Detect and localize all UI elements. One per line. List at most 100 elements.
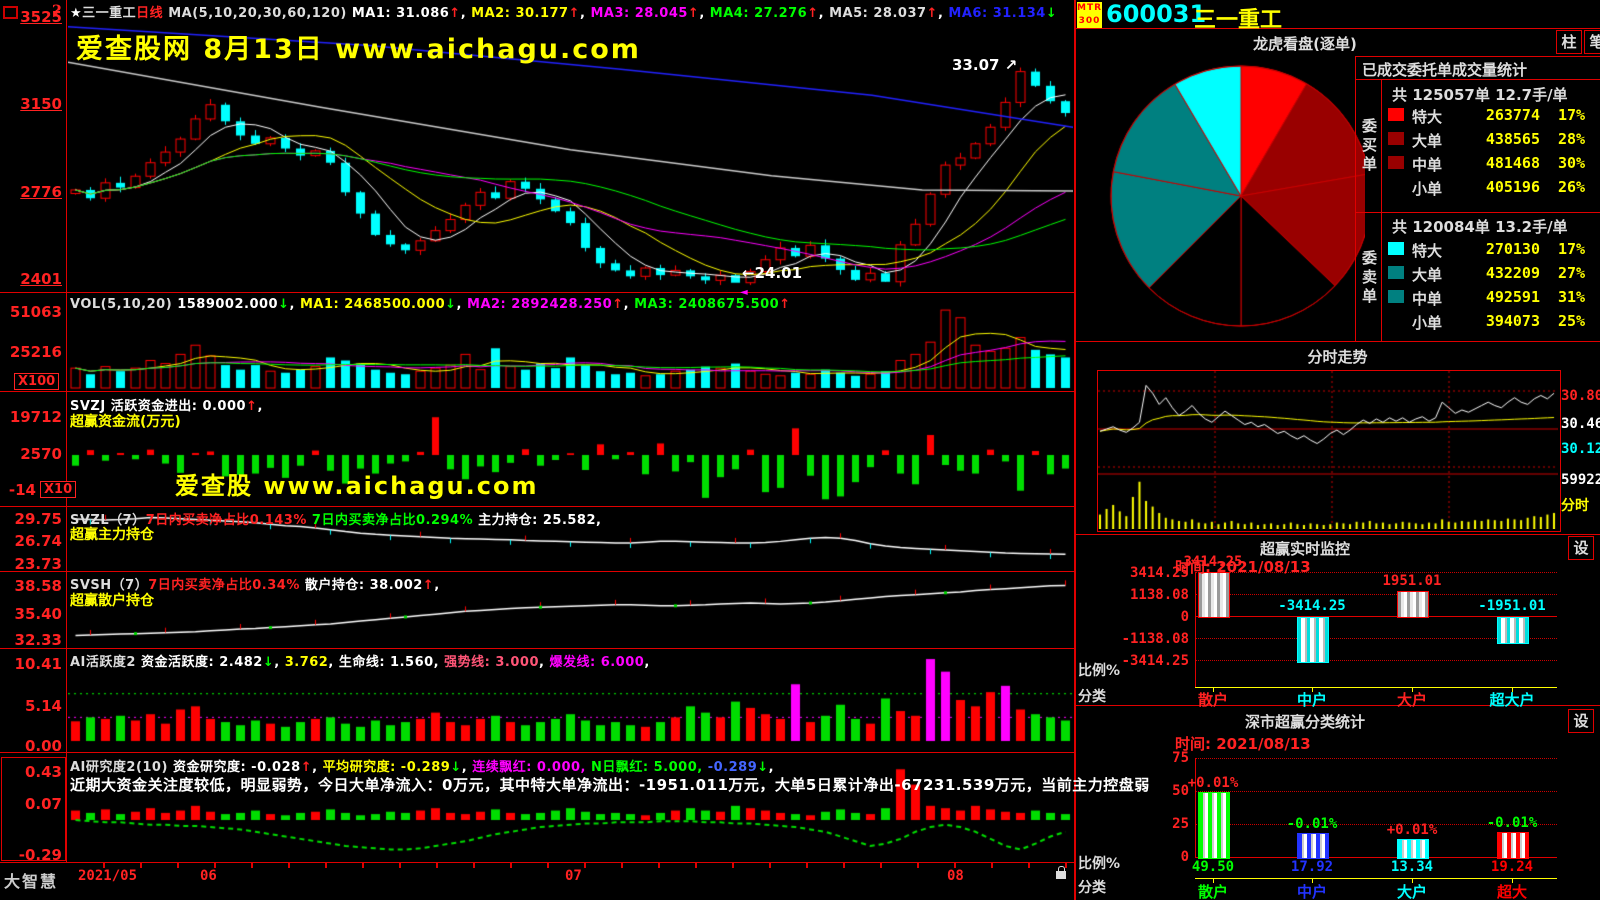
header-segment: MA3: 2408675.500	[634, 297, 780, 312]
vol-ytick: 25216	[9, 343, 62, 361]
window-icon[interactable]	[3, 6, 18, 19]
svsh-ytick: 35.40	[14, 605, 62, 623]
monitor-title: 超赢实时监控	[1259, 540, 1350, 558]
realtime-monitor-section: 超赢实时监控 设 时间: 2021/08/13 3414.25 1138.08 …	[1075, 534, 1600, 709]
header-segment: 资金研究度: -0.028	[172, 760, 301, 775]
header-segment: ↑	[612, 297, 624, 312]
header-segment: SVZL（7）	[70, 513, 146, 528]
monitor-bar	[1497, 617, 1529, 645]
class-category: 大户	[1396, 883, 1427, 900]
collapse-arrow-icon[interactable]: ◄	[740, 287, 748, 298]
daily-candlestick-chart[interactable]	[68, 0, 1073, 291]
header-segment: SVZJ 活跃资金进出: 0.000	[70, 399, 247, 414]
header-segment: ↑	[779, 297, 791, 312]
table-title: 已成交委托单成交量统计	[1362, 61, 1528, 79]
row-value: 432209	[1485, 264, 1540, 282]
monitor-bar-value: 3414.25	[1183, 554, 1243, 570]
table-border	[1355, 56, 1600, 57]
app-brand: 大智慧	[4, 872, 59, 891]
header-segment: ↑	[568, 6, 581, 21]
monitor-settings-button[interactable]: 设	[1568, 536, 1594, 560]
row-label: 特大	[1412, 242, 1443, 260]
class-side-label: 比例%	[1078, 856, 1121, 872]
svzj-subtitle: 超赢资金流(万元)	[70, 414, 181, 430]
bar-mode-button[interactable]: 柱	[1556, 30, 1582, 54]
class-settings-button[interactable]: 设	[1568, 709, 1594, 733]
monitor-ytick: 3414.25	[1129, 565, 1189, 581]
header-segment: SVSH（7）	[70, 578, 149, 593]
header-segment: ↑	[246, 399, 258, 414]
zero-line	[1195, 857, 1557, 858]
row-label: 中单	[1412, 156, 1443, 174]
monitor-category: 超大户	[1489, 691, 1535, 709]
header-segment: ↑	[926, 6, 938, 21]
header-segment: ,	[539, 655, 550, 670]
ai-research-comment: 近期大资金关注度较低，明显弱势，今日大单净流入：0万元，其中特大单净流出：-19…	[70, 776, 1150, 794]
intraday-label: 30.46	[1561, 416, 1600, 432]
monitor-bar-value: 1951.01	[1382, 572, 1442, 589]
order-volume-pie-chart[interactable]	[1075, 58, 1365, 338]
ai-research-header: AI研究度2(10) 资金研究度: -0.028↑, 平均研究度: -0.289…	[70, 756, 774, 775]
lock-icon[interactable]	[1056, 866, 1066, 879]
ai-activity-chart[interactable]	[68, 649, 1073, 752]
header-segment: MA4: 27.276	[709, 6, 808, 21]
header-segment: ,	[623, 297, 635, 312]
svzj-fundflow-chart[interactable]	[68, 394, 1073, 505]
svsh-subtitle: 超赢散户持仓	[70, 593, 154, 609]
watermark-main: 爱查股网 8月13日 www.aichagu.com	[76, 34, 641, 65]
class-time: 时间: 2021/08/13	[1175, 735, 1311, 753]
header-segment: AI活跃度2	[70, 655, 141, 670]
axis-tick	[1412, 878, 1413, 883]
help-icon[interactable]: ?	[52, 1, 62, 20]
stock-code: 600031	[1106, 0, 1207, 28]
vol-unit-box: X100	[14, 373, 60, 390]
header-segment: ,	[460, 6, 472, 21]
header-segment: ↓	[1045, 6, 1058, 21]
panel-divider	[0, 648, 1075, 649]
badge-mtr: MTR	[1077, 3, 1103, 13]
table-border	[1355, 212, 1600, 213]
header-segment: -0.289	[702, 760, 758, 775]
header-segment: ↓	[445, 297, 457, 312]
header-segment: N日飘红: 5.000,	[586, 760, 703, 775]
volume-chart[interactable]	[68, 296, 1073, 390]
svzj-header: SVZJ 活跃资金进出: 0.000↑,	[70, 395, 263, 414]
monitor-bar-value: -1951.01	[1478, 598, 1546, 614]
right-header-divider	[1075, 28, 1600, 29]
gridline	[1195, 758, 1557, 759]
svzl-mainforce-chart[interactable]	[68, 508, 1073, 570]
monitor-ytick: 0	[1180, 609, 1189, 625]
panel-divider	[0, 571, 1075, 572]
intraday-label: 30.80	[1561, 388, 1600, 404]
tick-mode-button[interactable]: 笔	[1584, 30, 1600, 54]
vol-header: VOL(5,10,20) 1589002.000↓, MA1: 2468500.…	[70, 297, 791, 312]
svsh-retail-chart[interactable]	[68, 572, 1073, 647]
class-axis	[1195, 758, 1196, 857]
header-segment: MA5: 28.037	[829, 6, 927, 21]
intraday-chart[interactable]	[1098, 371, 1558, 529]
class-bar-change: +0.01%	[1187, 774, 1239, 791]
header-segment: VOL(5,10,20)	[70, 297, 178, 312]
class-side-label: 分类	[1078, 880, 1106, 896]
intraday-frame	[1097, 370, 1561, 532]
header-segment: ,	[699, 6, 710, 21]
ai-research-chart[interactable]	[68, 754, 1073, 860]
row-value: 394073	[1485, 312, 1540, 330]
header-segment: ★	[70, 6, 83, 21]
ai-res-ytick: 0.07	[24, 795, 62, 813]
class-ytick: 0	[1180, 849, 1189, 865]
monitor-category: 散户	[1197, 691, 1228, 709]
ai-act-ytick: 0.00	[24, 737, 62, 755]
header-segment: ,	[434, 578, 440, 593]
monitor-bar	[1297, 617, 1329, 663]
axis-tick	[1213, 687, 1214, 692]
header-segment: 生命线: 1.560	[338, 655, 434, 670]
panel-divider	[0, 752, 1075, 753]
monitor-category: 大户	[1396, 691, 1427, 709]
header-segment: ,	[456, 297, 468, 312]
header-segment: 散户持仓: 38.002	[299, 578, 423, 593]
row-value: 263774	[1485, 106, 1540, 124]
buy-side-label: 委买单	[1360, 118, 1378, 175]
panel-divider	[0, 506, 1075, 507]
header-segment: ,	[818, 6, 830, 21]
